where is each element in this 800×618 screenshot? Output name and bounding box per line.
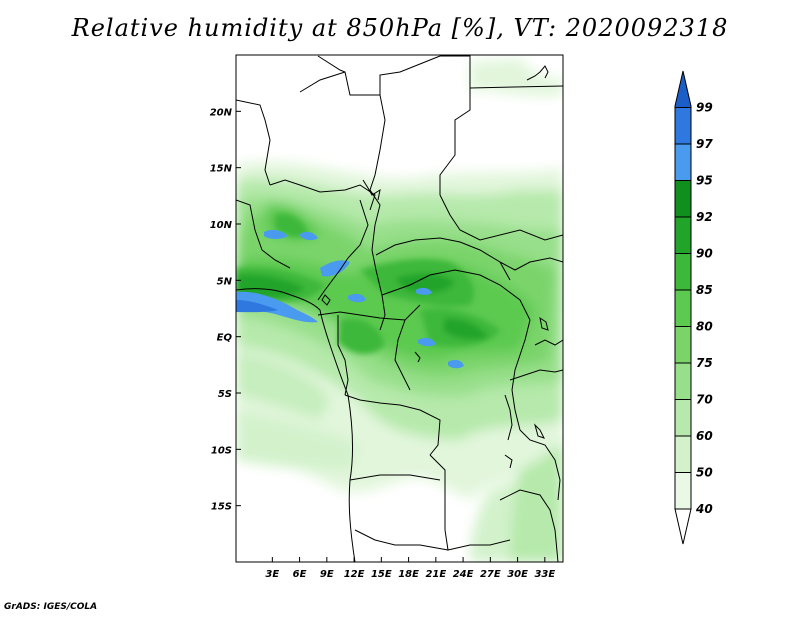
humidity-field	[236, 58, 563, 562]
colorbar-label: 50	[696, 466, 713, 480]
lat-tick-label: 20N	[210, 107, 233, 118]
grads-credit: GrADS: IGES/COLA	[4, 602, 98, 612]
colorbar-label: 85	[696, 283, 713, 297]
lat-tick-label: 10N	[210, 220, 233, 231]
colorbar-segment	[674, 289, 692, 327]
colorbar-segment	[674, 107, 692, 145]
colorbar-label: 92	[696, 210, 713, 224]
map-title: Relative humidity at 850hPa [%], VT: 202…	[71, 14, 729, 42]
lon-tick-label: 9E	[320, 569, 334, 580]
lat-tick-label: 15S	[211, 502, 232, 513]
lon-tick-label: 3E	[265, 569, 279, 580]
colorbar: 40 50 60 70 75 80 85 90 92 95 97 99	[674, 70, 713, 545]
lat-tick-label: 5N	[217, 276, 233, 287]
lon-tick-label: 30E	[507, 569, 528, 580]
latitude-ticks: 20N 15N 10N 5N EQ 5S 10S 15S	[210, 107, 241, 513]
colorbar-label: 70	[696, 393, 713, 407]
colorbar-label: 60	[696, 429, 713, 443]
lon-tick-label: 12E	[344, 569, 365, 580]
colorbar-segment	[674, 326, 692, 364]
colorbar-label: 99	[696, 101, 713, 115]
colorbar-segment	[674, 472, 692, 510]
colorbar-label: 90	[696, 247, 713, 261]
colorbar-segment	[674, 253, 692, 291]
colorbar-label: 95	[696, 174, 713, 188]
colorbar-segment	[674, 143, 692, 181]
colorbar-segment	[674, 435, 692, 473]
lat-tick-label: 5S	[218, 389, 232, 400]
colorbar-label: 40	[695, 502, 713, 516]
colorbar-segment	[674, 216, 692, 254]
colorbar-segment	[674, 70, 692, 108]
lat-tick-label: 15N	[210, 164, 233, 175]
colorbar-label: 80	[696, 320, 713, 334]
lat-tick-label: 10S	[211, 445, 232, 456]
lon-tick-label: 18E	[398, 569, 419, 580]
lon-tick-label: 6E	[293, 569, 307, 580]
lon-tick-label: 21E	[425, 569, 446, 580]
colorbar-label: 75	[696, 356, 713, 370]
lon-tick-label: 33E	[534, 569, 555, 580]
longitude-ticks: 3E 6E 9E 12E 15E 18E 21E 24E 27E 30E 33E	[265, 557, 555, 580]
lon-tick-label: 24E	[453, 569, 474, 580]
lat-tick-label: EQ	[217, 333, 233, 344]
colorbar-bottom-triangle	[674, 508, 692, 545]
colorbar-segment	[674, 362, 692, 400]
country-borders	[236, 55, 563, 562]
lon-tick-label: 27E	[480, 569, 501, 580]
map-frame	[235, 54, 564, 563]
lon-tick-label: 15E	[371, 569, 392, 580]
colorbar-label: 97	[696, 137, 713, 151]
colorbar-segment	[674, 399, 692, 437]
colorbar-segment	[674, 180, 692, 218]
